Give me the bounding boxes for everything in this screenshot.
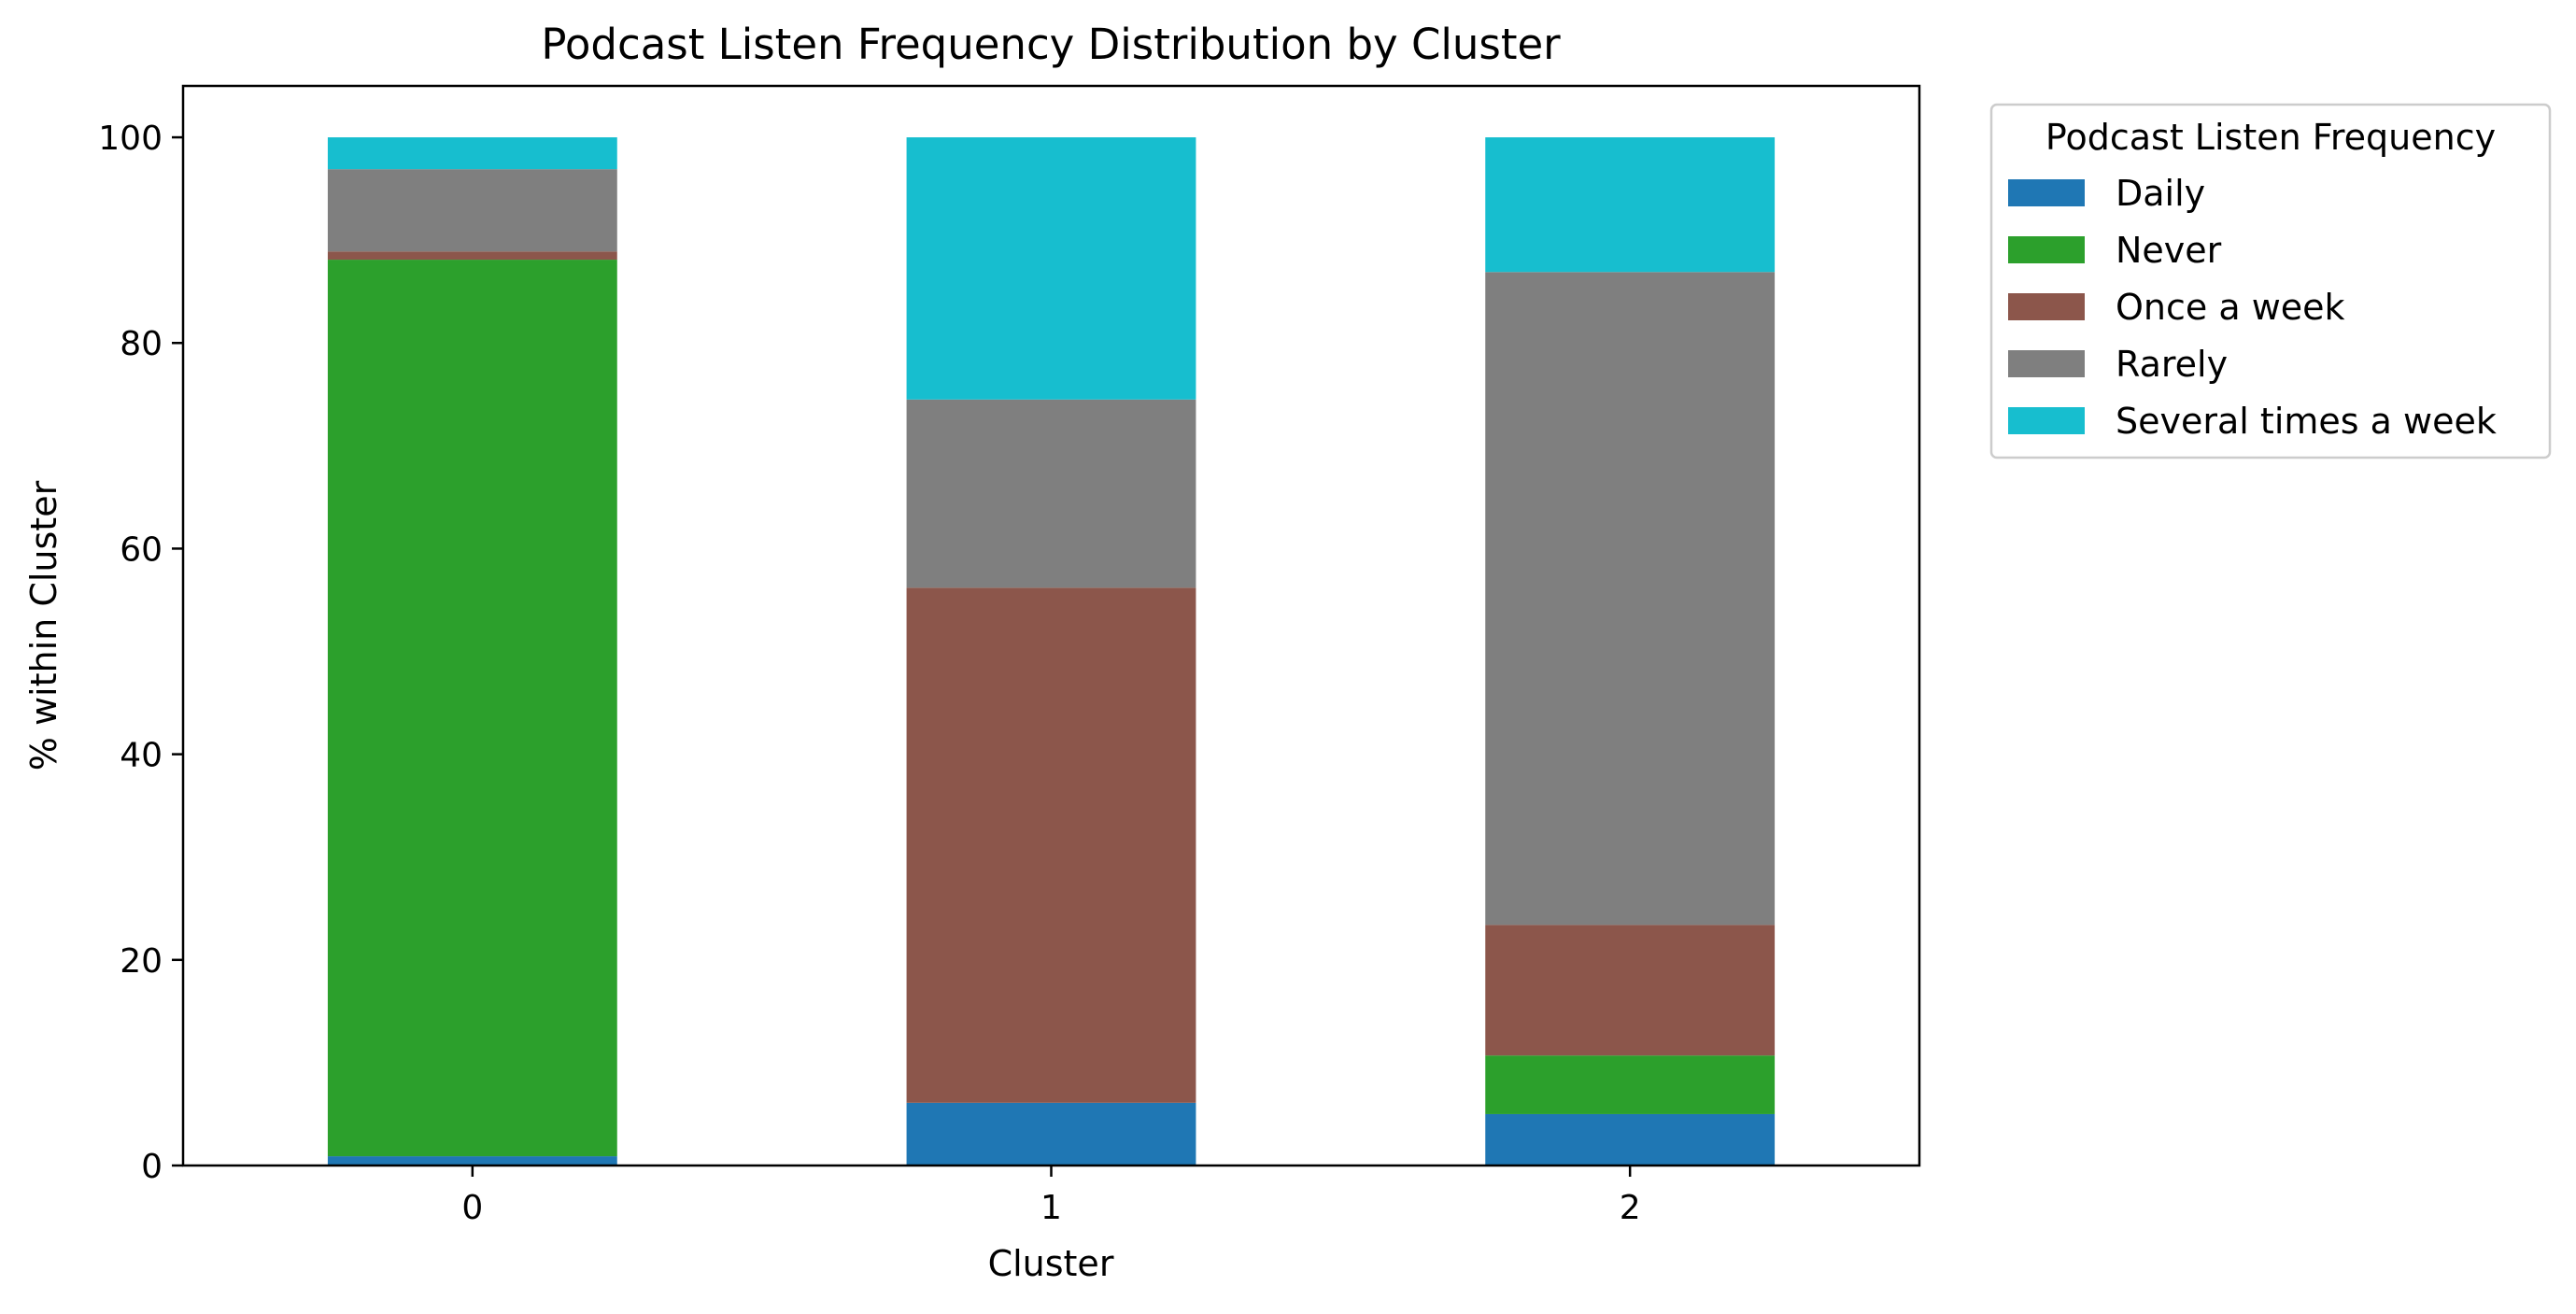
x-tick-label: 0 [461,1189,483,1227]
bar-segment-cluster-2-never [1485,1055,1776,1114]
legend-label-rarely: Rarely [2116,344,2228,385]
chart-title: Podcast Listen Frequency Distribution by… [541,20,1561,69]
legend-swatch-never [2008,236,2085,263]
x-axis-label: Cluster [988,1243,1114,1284]
legend-label-once-a-week: Once a week [2116,287,2345,328]
y-axis: 0 20 40 60 80 100 [98,120,183,1186]
legend-label-never: Never [2116,230,2222,271]
legend-items: Daily Never Once a week Rarely Several times… [2008,173,2497,442]
x-tick-label: 1 [1040,1189,1062,1227]
legend-label-daily: Daily [2116,173,2205,214]
bar-segment-cluster-1-several-times-a-week [906,137,1196,400]
y-tick-label: 20 [120,942,163,981]
bar-segment-cluster-2-once-a-week [1485,925,1776,1056]
x-axis: 0 1 2 [461,1166,1641,1227]
bar-segment-cluster-1-once-a-week [906,587,1196,1103]
y-tick-label: 80 [120,325,163,363]
y-tick-label: 0 [141,1148,163,1186]
legend: Podcast Listen Frequency Daily Never Once … [1989,103,2552,459]
bar-segment-cluster-2-daily [1485,1113,1776,1166]
legend-frame [1989,103,2552,459]
y-tick-label: 40 [120,737,163,775]
bar-segment-cluster-0-never [327,260,617,1157]
y-axis-label: % within Cluster [23,480,64,770]
bar-segment-cluster-1-daily [906,1102,1196,1166]
legend-label-several-times-a-week: Several times a week [2116,401,2497,442]
bar-segment-cluster-0-several-times-a-week [327,137,617,170]
y-tick-label: 100 [98,120,163,158]
bars-group [327,137,1776,1166]
y-tick-label: 60 [120,530,163,569]
bar-segment-cluster-2-rarely [1485,272,1776,925]
legend-title: Podcast Listen Frequency [2045,117,2496,158]
bar-segment-cluster-0-once-a-week [327,251,617,261]
legend-swatch-once-a-week [2008,293,2085,320]
legend-swatch-daily [2008,179,2085,206]
bar-segment-cluster-1-rarely [906,399,1196,588]
legend-swatch-rarely [2008,350,2085,377]
legend-swatch-several-times-a-week [2008,407,2085,434]
bar-segment-cluster-0-rarely [327,169,617,252]
bar-segment-cluster-2-several-times-a-week [1485,137,1776,273]
bar-segment-cluster-0-daily [327,1156,617,1166]
x-tick-label: 2 [1620,1189,1641,1227]
